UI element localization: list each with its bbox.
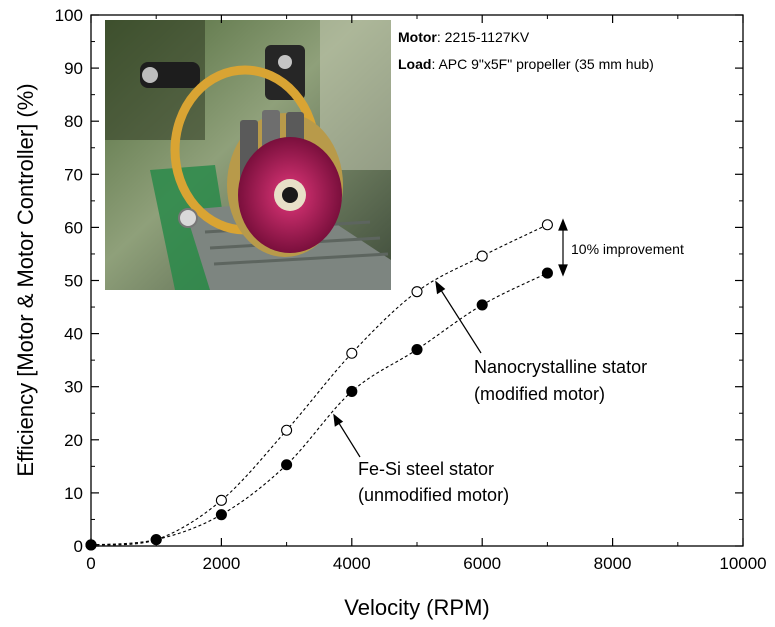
nano-point [215,494,227,506]
motor-info: Motor: 2215-1127KV [398,29,530,45]
nano-label-2: (modified motor) [474,384,605,404]
y-tick-label: 40 [64,325,83,344]
fesi-label-1: Fe-Si steel stator [358,459,494,479]
motor-stator-photo [105,20,391,290]
x-axis-title: Velocity (RPM) [344,595,489,620]
x-tick-label: 10000 [719,554,766,573]
y-tick-label: 80 [64,112,83,131]
fit-curve-2 [90,272,548,546]
y-tick-label: 30 [64,378,83,397]
x-tick-label: 8000 [594,554,632,573]
fesi-point [346,385,358,398]
fesi-point [85,539,97,551]
y-tick-label: 100 [55,6,83,25]
motor-label: Motor [398,29,437,45]
fit-curves [90,224,548,546]
y-tick-label: 20 [64,431,83,450]
load-label: Load [398,56,431,72]
x-tick-label: 6000 [463,554,501,573]
fesi-point [541,267,553,279]
axes: 0 2000 4000 6000 8000 10000 0 10 20 30 40 50 60 70 80 9… [55,6,767,573]
data-markers [85,219,553,551]
y-tick-label: 0 [74,537,83,556]
nano-point [411,286,423,298]
y-tick-label: 10 [64,484,83,503]
fit-curve-1 [90,224,548,546]
fesi-arrow [333,413,361,458]
fesi-point [476,299,488,311]
info-box: Motor: 2215-1127KV Load: APC 9"x5F" prop… [398,29,654,72]
fesi-point [411,343,423,356]
nano-point [346,347,358,359]
x-tick-label: 2000 [202,554,240,573]
nano-point [281,424,293,436]
x-tick-label: 4000 [333,554,371,573]
nano-point [541,219,553,231]
motor-value: : 2215-1127KV [437,29,530,45]
improvement-label: 10% improvement [571,241,684,257]
x-tick-label: 0 [86,554,95,573]
load-value: : APC 9"x5F" propeller (35 mm hub) [431,56,653,72]
nano-arrow [435,280,482,354]
y-axis-title: Efficiency [Motor & Motor Controller] (%… [13,83,38,476]
y-tick-label: 70 [64,165,83,184]
fesi-point [150,534,162,546]
load-info: Load: APC 9"x5F" propeller (35 mm hub) [398,56,654,72]
nano-label-1: Nanocrystalline stator [474,357,647,377]
fesi-label-2: (unmodified motor) [358,485,509,505]
improvement-arrow [558,218,568,277]
fesi-point [281,459,293,471]
y-tick-label: 50 [64,272,83,291]
y-tick-label: 60 [64,218,83,237]
y-tick-label: 90 [64,59,83,78]
nano-point [476,250,488,262]
fesi-point [215,509,227,521]
annotations: 10% improvement Nanocrystalline stator (… [333,218,684,505]
